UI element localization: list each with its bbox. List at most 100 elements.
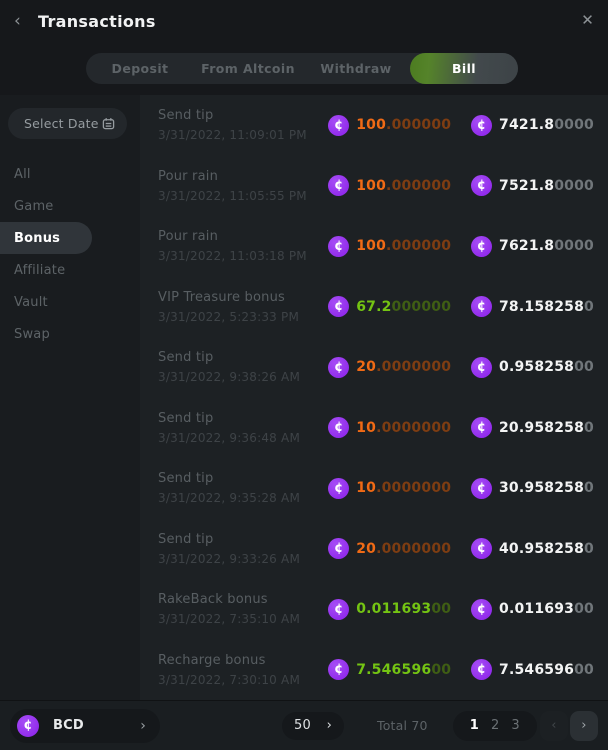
bcd-coin-icon: ¢ — [328, 659, 350, 681]
transaction-amount: ¢ 67.2000000 — [328, 296, 471, 318]
amount-value: 20.0000000 — [356, 359, 452, 376]
bcd-coin-icon: ¢ — [17, 714, 39, 737]
transaction-info: Send tip 3/31/2022, 9:33:26 AM — [158, 532, 328, 566]
tab[interactable]: From Altcoin — [194, 53, 302, 84]
transaction-info: Send tip 3/31/2022, 9:36:48 AM — [158, 411, 328, 445]
bcd-coin-icon: ¢ — [328, 175, 350, 197]
transaction-row: Pour rain 3/31/2022, 11:05:55 PM ¢ 100.0… — [140, 156, 608, 217]
transaction-info: RakeBack bonus 3/31/2022, 7:35:10 AM — [158, 592, 328, 626]
amount-value: 10.0000000 — [356, 480, 452, 497]
pagination-nav: ‹ › — [540, 710, 598, 741]
balance-value: 40.9582580 — [498, 540, 594, 557]
filter-item-label: Bonus — [14, 230, 61, 246]
transaction-balance: ¢ 0.01169300 — [471, 598, 594, 620]
balance-value: 30.9582580 — [498, 480, 594, 497]
amount-value: 20.0000000 — [356, 540, 452, 557]
bcd-coin-icon: ¢ — [470, 296, 492, 318]
chevron-right-icon: › — [581, 718, 587, 733]
amount-value: 100.000000 — [356, 238, 452, 255]
balance-value: 7.54659600 — [499, 661, 594, 678]
bcd-coin-icon: ¢ — [328, 417, 350, 439]
bcd-coin-icon: ¢ — [471, 235, 492, 257]
transaction-info: Pour rain 3/31/2022, 11:05:55 PM — [158, 169, 328, 203]
filter-item[interactable]: Game — [0, 190, 140, 222]
back-icon[interactable]: ‹ — [14, 10, 21, 31]
amount-value: 100.000000 — [356, 117, 452, 134]
bcd-coin-icon: ¢ — [328, 598, 350, 620]
page-number[interactable]: 1 — [469, 718, 479, 733]
transaction-datetime: 3/31/2022, 9:33:26 AM — [158, 551, 300, 566]
transaction-row: Send tip 3/31/2022, 9:33:26 AM ¢ 20.0000… — [140, 519, 608, 580]
bcd-coin-icon: ¢ — [471, 356, 492, 378]
filter-item-label: Swap — [14, 326, 50, 342]
page-number[interactable]: 3 — [511, 718, 520, 733]
transaction-balance: ¢ 7621.80000 — [471, 235, 594, 257]
transaction-title: Send tip — [158, 410, 214, 426]
currency-left: ¢ BCD — [17, 714, 84, 737]
amount-value: 10.0000000 — [356, 419, 452, 436]
transaction-row: Send tip 3/31/2022, 9:36:48 AM ¢ 10.0000… — [140, 398, 608, 459]
page-number[interactable]: 2 — [490, 718, 500, 733]
prev-page-button[interactable]: ‹ — [540, 710, 568, 741]
transaction-amount: ¢ 100.000000 — [328, 114, 471, 136]
tab-bar-row: Deposit From Altcoin Withdraw Bill — [0, 42, 608, 95]
bcd-coin-icon: ¢ — [328, 235, 350, 257]
filter-item[interactable]: Vault — [0, 286, 140, 318]
transaction-amount: ¢ 20.0000000 — [328, 538, 471, 560]
balance-value: 0.01169300 — [499, 601, 594, 618]
filter-item[interactable]: Bonus — [0, 222, 92, 254]
transaction-datetime: 3/31/2022, 7:35:10 AM — [158, 612, 300, 627]
transaction-list: Send tip 3/31/2022, 11:09:01 PM ¢ 100.00… — [140, 95, 608, 700]
bcd-coin-icon: ¢ — [471, 175, 492, 197]
tab[interactable]: Withdraw — [302, 53, 410, 84]
transaction-datetime: 3/31/2022, 5:23:33 PM — [158, 309, 300, 324]
tab-label: From Altcoin — [201, 61, 295, 76]
transaction-title: Send tip — [158, 108, 214, 124]
chevron-left-icon: ‹ — [551, 718, 557, 733]
balance-value: 78.1582580 — [498, 298, 594, 315]
tab[interactable]: Bill — [410, 53, 518, 84]
filter-item[interactable]: Affiliate — [0, 254, 140, 286]
chevron-right-icon: › — [326, 718, 332, 733]
calendar-icon — [102, 117, 115, 130]
tab[interactable]: Deposit — [86, 53, 194, 84]
page-title: Transactions — [38, 11, 156, 31]
transaction-balance: ¢ 78.1582580 — [470, 296, 594, 318]
filter-item[interactable]: Swap — [0, 318, 140, 350]
transaction-info: VIP Treasure bonus 3/31/2022, 5:23:33 PM — [158, 290, 328, 324]
select-date-button[interactable]: Select Date — [8, 108, 127, 139]
filter-item-label: Affiliate — [14, 262, 66, 278]
page-size-value: 50 — [294, 718, 311, 733]
filter-item[interactable]: All — [0, 158, 140, 190]
transaction-title: Pour rain — [158, 229, 219, 245]
filter-list: All Game Bonus Affiliate Vault Swap — [0, 158, 140, 350]
bcd-coin-icon: ¢ — [470, 538, 492, 560]
transaction-amount: ¢ 100.000000 — [328, 175, 471, 197]
transaction-datetime: 3/31/2022, 11:09:01 PM — [158, 128, 307, 143]
modal-header: ‹ Transactions ✕ — [0, 0, 608, 42]
filter-item-label: Game — [14, 198, 54, 214]
transaction-title: Recharge bonus — [158, 652, 266, 668]
bcd-coin-icon: ¢ — [328, 356, 350, 378]
bcd-coin-icon: ¢ — [471, 114, 492, 136]
transaction-row: VIP Treasure bonus 3/31/2022, 5:23:33 PM… — [140, 277, 608, 338]
bcd-coin-icon: ¢ — [471, 659, 492, 681]
next-page-button[interactable]: › — [570, 710, 598, 741]
amount-value: 7.54659600 — [356, 661, 452, 678]
currency-selector[interactable]: ¢ BCD › — [10, 708, 160, 743]
bcd-coin-icon: ¢ — [328, 114, 350, 136]
transaction-title: Pour rain — [158, 168, 219, 184]
transaction-datetime: 3/31/2022, 9:38:26 AM — [158, 370, 300, 385]
filter-item-label: All — [14, 166, 31, 182]
transaction-amount: ¢ 10.0000000 — [328, 417, 471, 439]
page-size-selector[interactable]: 50 › — [282, 711, 344, 740]
bcd-coin-icon: ¢ — [328, 477, 350, 499]
transaction-datetime: 3/31/2022, 11:05:55 PM — [158, 188, 307, 203]
select-date-label: Select Date — [24, 116, 99, 131]
tab-label: Bill — [452, 61, 476, 76]
transaction-datetime: 3/31/2022, 7:30:10 AM — [158, 672, 300, 687]
transaction-row: Send tip 3/31/2022, 9:38:26 AM ¢ 20.0000… — [140, 337, 608, 398]
close-icon[interactable]: ✕ — [581, 11, 594, 29]
